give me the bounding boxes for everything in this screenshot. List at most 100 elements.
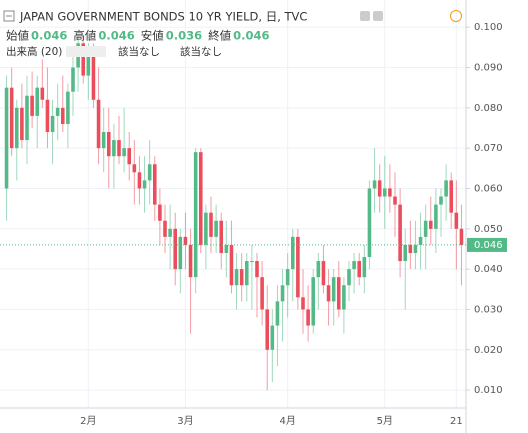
candle-body (434, 204, 438, 229)
y-tick-label: 0.050 (474, 224, 503, 235)
candle-body (428, 220, 433, 229)
candle-body (244, 261, 249, 286)
y-tick-label: 0.090 (474, 63, 503, 74)
candle-body (260, 277, 264, 310)
x-tick-label: 2月 (80, 415, 96, 427)
candle-body (290, 236, 295, 270)
candle-body (25, 95, 29, 141)
candle-body (35, 87, 40, 116)
candle-body (204, 212, 208, 245)
candle-body (101, 132, 106, 149)
collapse-icon[interactable] (3, 10, 15, 22)
candle-body (214, 220, 218, 237)
candle-body (403, 244, 408, 262)
candle-body (178, 236, 183, 270)
candle-body (158, 204, 162, 221)
candle-body (234, 269, 239, 286)
candle-body (168, 228, 172, 237)
y-tick-label: 0.010 (474, 385, 503, 396)
volume-value: 該当なし (180, 45, 222, 58)
volume-title: 出来高 (20) (6, 45, 62, 58)
candle-body (4, 87, 9, 189)
candle-body (347, 269, 351, 286)
candle-body (209, 212, 213, 237)
candle-body (55, 107, 60, 116)
candle-body (439, 196, 443, 205)
chart-title: JAPAN GOVERNMENT BONDS 10 YR YIELD, 日, T… (19, 10, 307, 24)
candle-body (331, 277, 336, 302)
x-tick-label: 4月 (279, 415, 295, 427)
candle-body (255, 261, 259, 278)
candle-body (60, 107, 65, 124)
candle-body (449, 180, 454, 213)
x-tick-label: 3月 (177, 415, 193, 427)
candle-body (188, 244, 193, 278)
candle-body (30, 95, 34, 116)
candle-body (66, 91, 70, 124)
candle-body (112, 140, 116, 157)
y-tick-label: 0.040 (474, 264, 503, 275)
candle-body (372, 180, 377, 189)
candle-body (91, 51, 96, 100)
candle-body (459, 228, 464, 245)
candle-body (352, 261, 356, 270)
candle-body (270, 325, 275, 350)
x-tick-label: 21 (450, 416, 463, 427)
ohlc-label: 安値 (141, 29, 164, 43)
x-tick-label: 5月 (377, 415, 393, 427)
candle-body (306, 309, 310, 326)
y-tick-label: 0.020 (474, 345, 503, 356)
ohlc-label: 終値 (208, 29, 231, 43)
candle-body (137, 172, 142, 189)
candle-body (326, 285, 331, 302)
candle-body (224, 244, 229, 253)
last-price-label: 0.046 (474, 240, 503, 251)
candle-body (388, 188, 392, 197)
candle-body (86, 51, 91, 76)
candle-body (229, 244, 234, 286)
candle-body (9, 87, 14, 149)
candle-body (40, 87, 45, 100)
y-tick-label: 0.080 (474, 103, 503, 114)
candle-body (117, 140, 121, 157)
candle-body (393, 196, 397, 205)
candle-body (296, 236, 300, 298)
candle-body (173, 228, 178, 270)
ohlc-header: 始値 0.046 高値 0.046 安値 0.036 終値 0.046 (6, 29, 270, 43)
candle-body (122, 148, 126, 157)
candle-body (418, 236, 423, 245)
candle-body (81, 43, 86, 76)
candle-body (336, 277, 341, 310)
last-price-box (467, 237, 507, 252)
settings-icon[interactable] (360, 11, 370, 21)
candle-body (239, 269, 244, 286)
candle-body (219, 220, 224, 253)
candle-body (454, 212, 459, 229)
candle-body (193, 152, 198, 278)
y-tick-label: 0.060 (474, 183, 503, 194)
candle-body (183, 236, 188, 245)
alert-icon[interactable] (450, 10, 462, 22)
ohlc-label: 高値 (73, 29, 96, 43)
volume-value: 該当なし (118, 45, 160, 58)
candle-body (71, 67, 75, 92)
candle-body (377, 180, 382, 197)
candle-body (382, 188, 387, 197)
candle-body (132, 164, 137, 173)
candle-body (50, 115, 55, 133)
candle-body (444, 180, 448, 197)
candle-body (311, 277, 316, 326)
candle-body (147, 164, 152, 181)
indicator-buttons[interactable] (66, 46, 106, 57)
candle-body (362, 257, 367, 278)
candle-body (127, 148, 132, 165)
close-icon[interactable] (373, 11, 383, 21)
candle-body (45, 99, 50, 133)
ohlc-value: 0.036 (166, 29, 202, 43)
candle-body (96, 99, 101, 149)
candle-body (357, 261, 362, 278)
y-tick-label: 0.030 (474, 304, 503, 315)
candle-body (342, 285, 346, 310)
y-tick-label: 0.100 (474, 22, 503, 33)
